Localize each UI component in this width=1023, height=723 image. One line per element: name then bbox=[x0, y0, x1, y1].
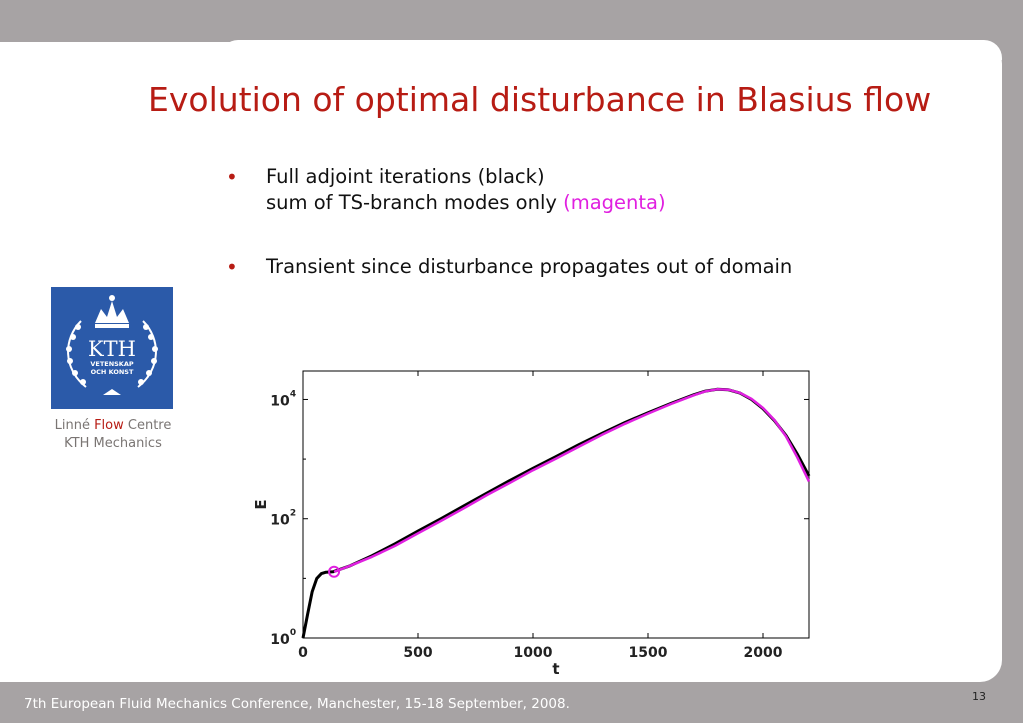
caption-centre: Centre bbox=[123, 418, 172, 433]
x-tick-label: 1500 bbox=[629, 645, 668, 661]
kth-logo-emblem: KTH VETENSKAP OCH KONST bbox=[66, 295, 158, 395]
caption-line: KTH Mechanics bbox=[64, 436, 162, 451]
bullet-text: sum of TS-branch modes only bbox=[266, 191, 564, 214]
caption-linne: Linné bbox=[54, 418, 95, 433]
kth-logo-text: KTH bbox=[88, 337, 136, 361]
x-tick-label: 2000 bbox=[744, 645, 783, 661]
series-marker bbox=[328, 565, 341, 578]
bullet-dot: • bbox=[226, 255, 238, 279]
kth-logo-line1: VETENSKAP bbox=[90, 360, 134, 368]
logo-caption: Linné Flow Centre KTH Mechanics bbox=[30, 417, 196, 453]
bullet-line: Transient since disturbance propagates o… bbox=[266, 255, 793, 278]
y-tick-label-exp: 2 bbox=[290, 509, 296, 519]
kth-logo-line2: OCH KONST bbox=[91, 368, 134, 376]
bullet-item: • Transient since disturbance propagates… bbox=[226, 254, 926, 280]
slide-panel-tab bbox=[220, 40, 1002, 60]
x-tick-label: 500 bbox=[403, 645, 432, 661]
bullet-item: • Full adjoint iterations (black) sum of… bbox=[226, 164, 926, 216]
bullet-line: sum of TS-branch modes only (magenta) bbox=[266, 190, 926, 216]
y-tick-label-base: 10 bbox=[270, 513, 290, 529]
y-tick-label-base: 10 bbox=[270, 393, 290, 409]
x-tick-label: 0 bbox=[298, 645, 308, 661]
x-axis-label: t bbox=[552, 660, 559, 678]
y-tick-label-exp: 4 bbox=[290, 389, 296, 399]
footer-text: 7th European Fluid Mechanics Conference,… bbox=[24, 696, 570, 712]
slide-title: Evolution of optimal disturbance in Blas… bbox=[148, 80, 932, 119]
bullet-list: • Full adjoint iterations (black) sum of… bbox=[226, 164, 926, 280]
x-tick-label: 1000 bbox=[514, 645, 553, 661]
plot-frame bbox=[302, 370, 810, 639]
caption-line: Linné Flow Centre bbox=[30, 417, 196, 435]
caption-flow: Flow bbox=[94, 418, 124, 433]
series-line-black bbox=[301, 387, 811, 639]
page-number: 13 bbox=[972, 690, 986, 703]
bullet-dot: • bbox=[226, 165, 238, 189]
bullet-line: Full adjoint iterations (black) bbox=[266, 165, 545, 188]
series-line-magenta bbox=[333, 388, 811, 573]
y-tick-label-base: 10 bbox=[270, 632, 290, 648]
y-axis-label: E bbox=[252, 499, 270, 509]
y-tick-label-exp: 0 bbox=[290, 628, 296, 638]
bullet-highlight: (magenta) bbox=[563, 191, 666, 214]
kth-logo: KTH VETENSKAP OCH KONST bbox=[51, 287, 173, 409]
